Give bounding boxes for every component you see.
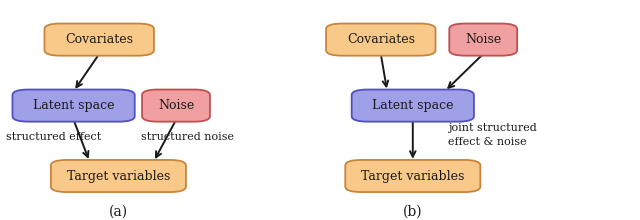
Text: Target variables: Target variables	[67, 169, 170, 183]
FancyBboxPatch shape	[449, 24, 517, 56]
Text: structured effect: structured effect	[6, 132, 102, 143]
Text: structured noise: structured noise	[141, 132, 234, 143]
FancyBboxPatch shape	[13, 90, 135, 122]
FancyBboxPatch shape	[45, 24, 154, 56]
FancyBboxPatch shape	[352, 90, 474, 122]
Text: Latent space: Latent space	[372, 99, 454, 112]
Text: (a): (a)	[109, 204, 128, 218]
FancyBboxPatch shape	[51, 160, 186, 192]
Text: Target variables: Target variables	[361, 169, 465, 183]
FancyBboxPatch shape	[326, 24, 435, 56]
Text: (b): (b)	[403, 204, 422, 218]
FancyBboxPatch shape	[346, 160, 480, 192]
Text: Covariates: Covariates	[347, 33, 415, 46]
Text: Noise: Noise	[465, 33, 501, 46]
FancyBboxPatch shape	[142, 90, 210, 122]
Text: joint structured
effect & noise: joint structured effect & noise	[448, 123, 537, 147]
Text: Covariates: Covariates	[65, 33, 133, 46]
Text: Noise: Noise	[158, 99, 194, 112]
Text: Latent space: Latent space	[33, 99, 115, 112]
